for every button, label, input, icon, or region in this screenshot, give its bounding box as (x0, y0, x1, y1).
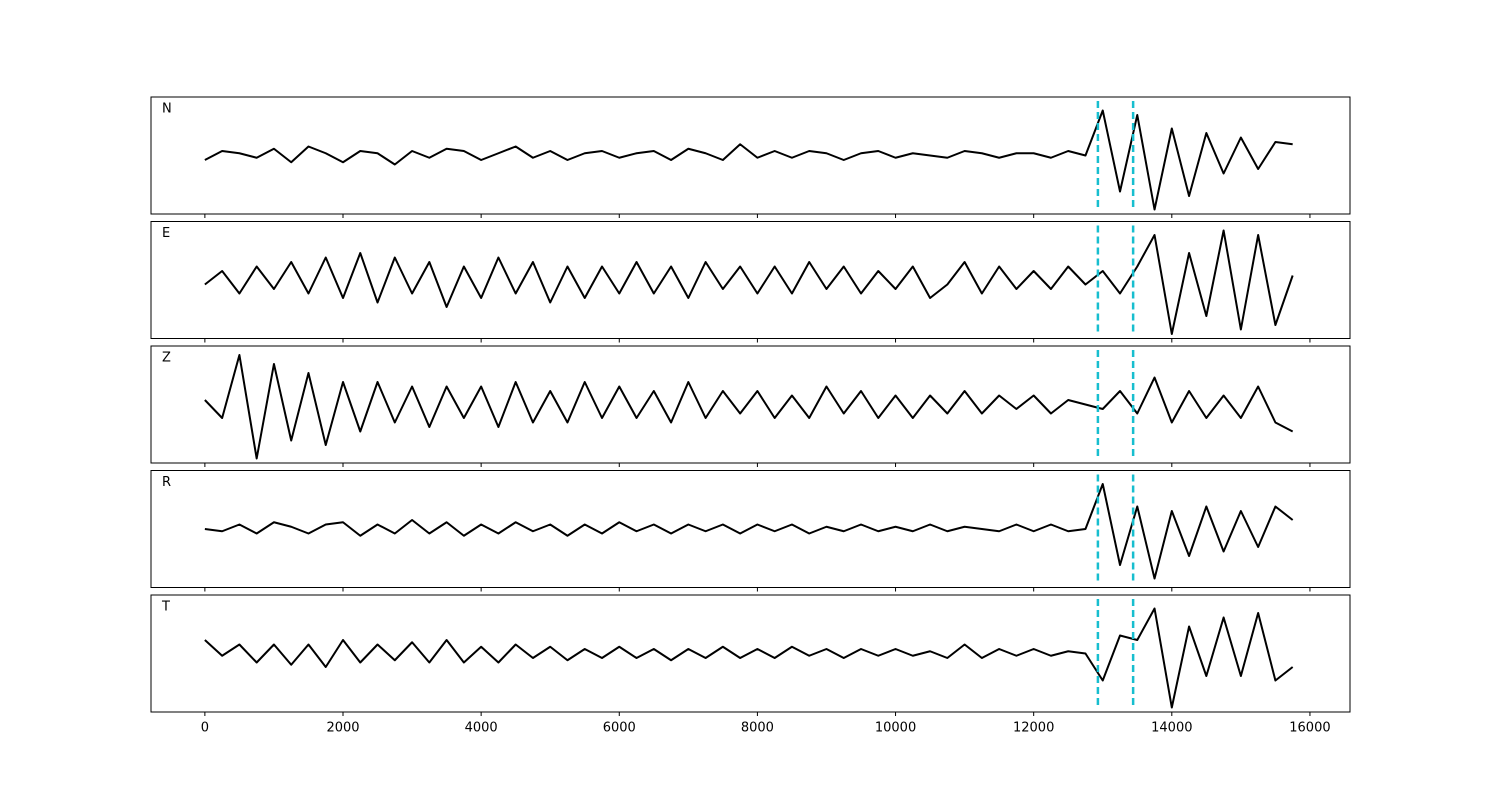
axes-frame (150, 221, 1351, 339)
panel-label: N (162, 102, 172, 117)
trace (204, 229, 1294, 335)
trace (204, 354, 1294, 460)
trace (204, 483, 1294, 580)
trace (204, 607, 1294, 709)
panel-label: E (162, 226, 170, 241)
axes-frame (150, 345, 1351, 464)
x-tick-label: 14000 (1151, 721, 1192, 736)
x-tick-label: 6000 (603, 721, 636, 736)
x-tick-label: 12000 (1013, 721, 1054, 736)
x-tick-label: 8000 (741, 721, 774, 736)
x-tick-label: 10000 (875, 721, 916, 736)
x-tick-label: 0 (201, 721, 209, 736)
x-tick-label: 4000 (465, 721, 498, 736)
axes-frame (150, 96, 1351, 215)
trace (204, 109, 1293, 211)
panel-label: Z (162, 351, 171, 366)
panel-label: R (162, 475, 171, 490)
x-tick-label: 2000 (326, 721, 359, 736)
axes-frame (150, 470, 1351, 588)
panel-label: T (161, 600, 170, 615)
x-tick-label: 16000 (1289, 721, 1330, 736)
axes-frame (150, 594, 1351, 713)
